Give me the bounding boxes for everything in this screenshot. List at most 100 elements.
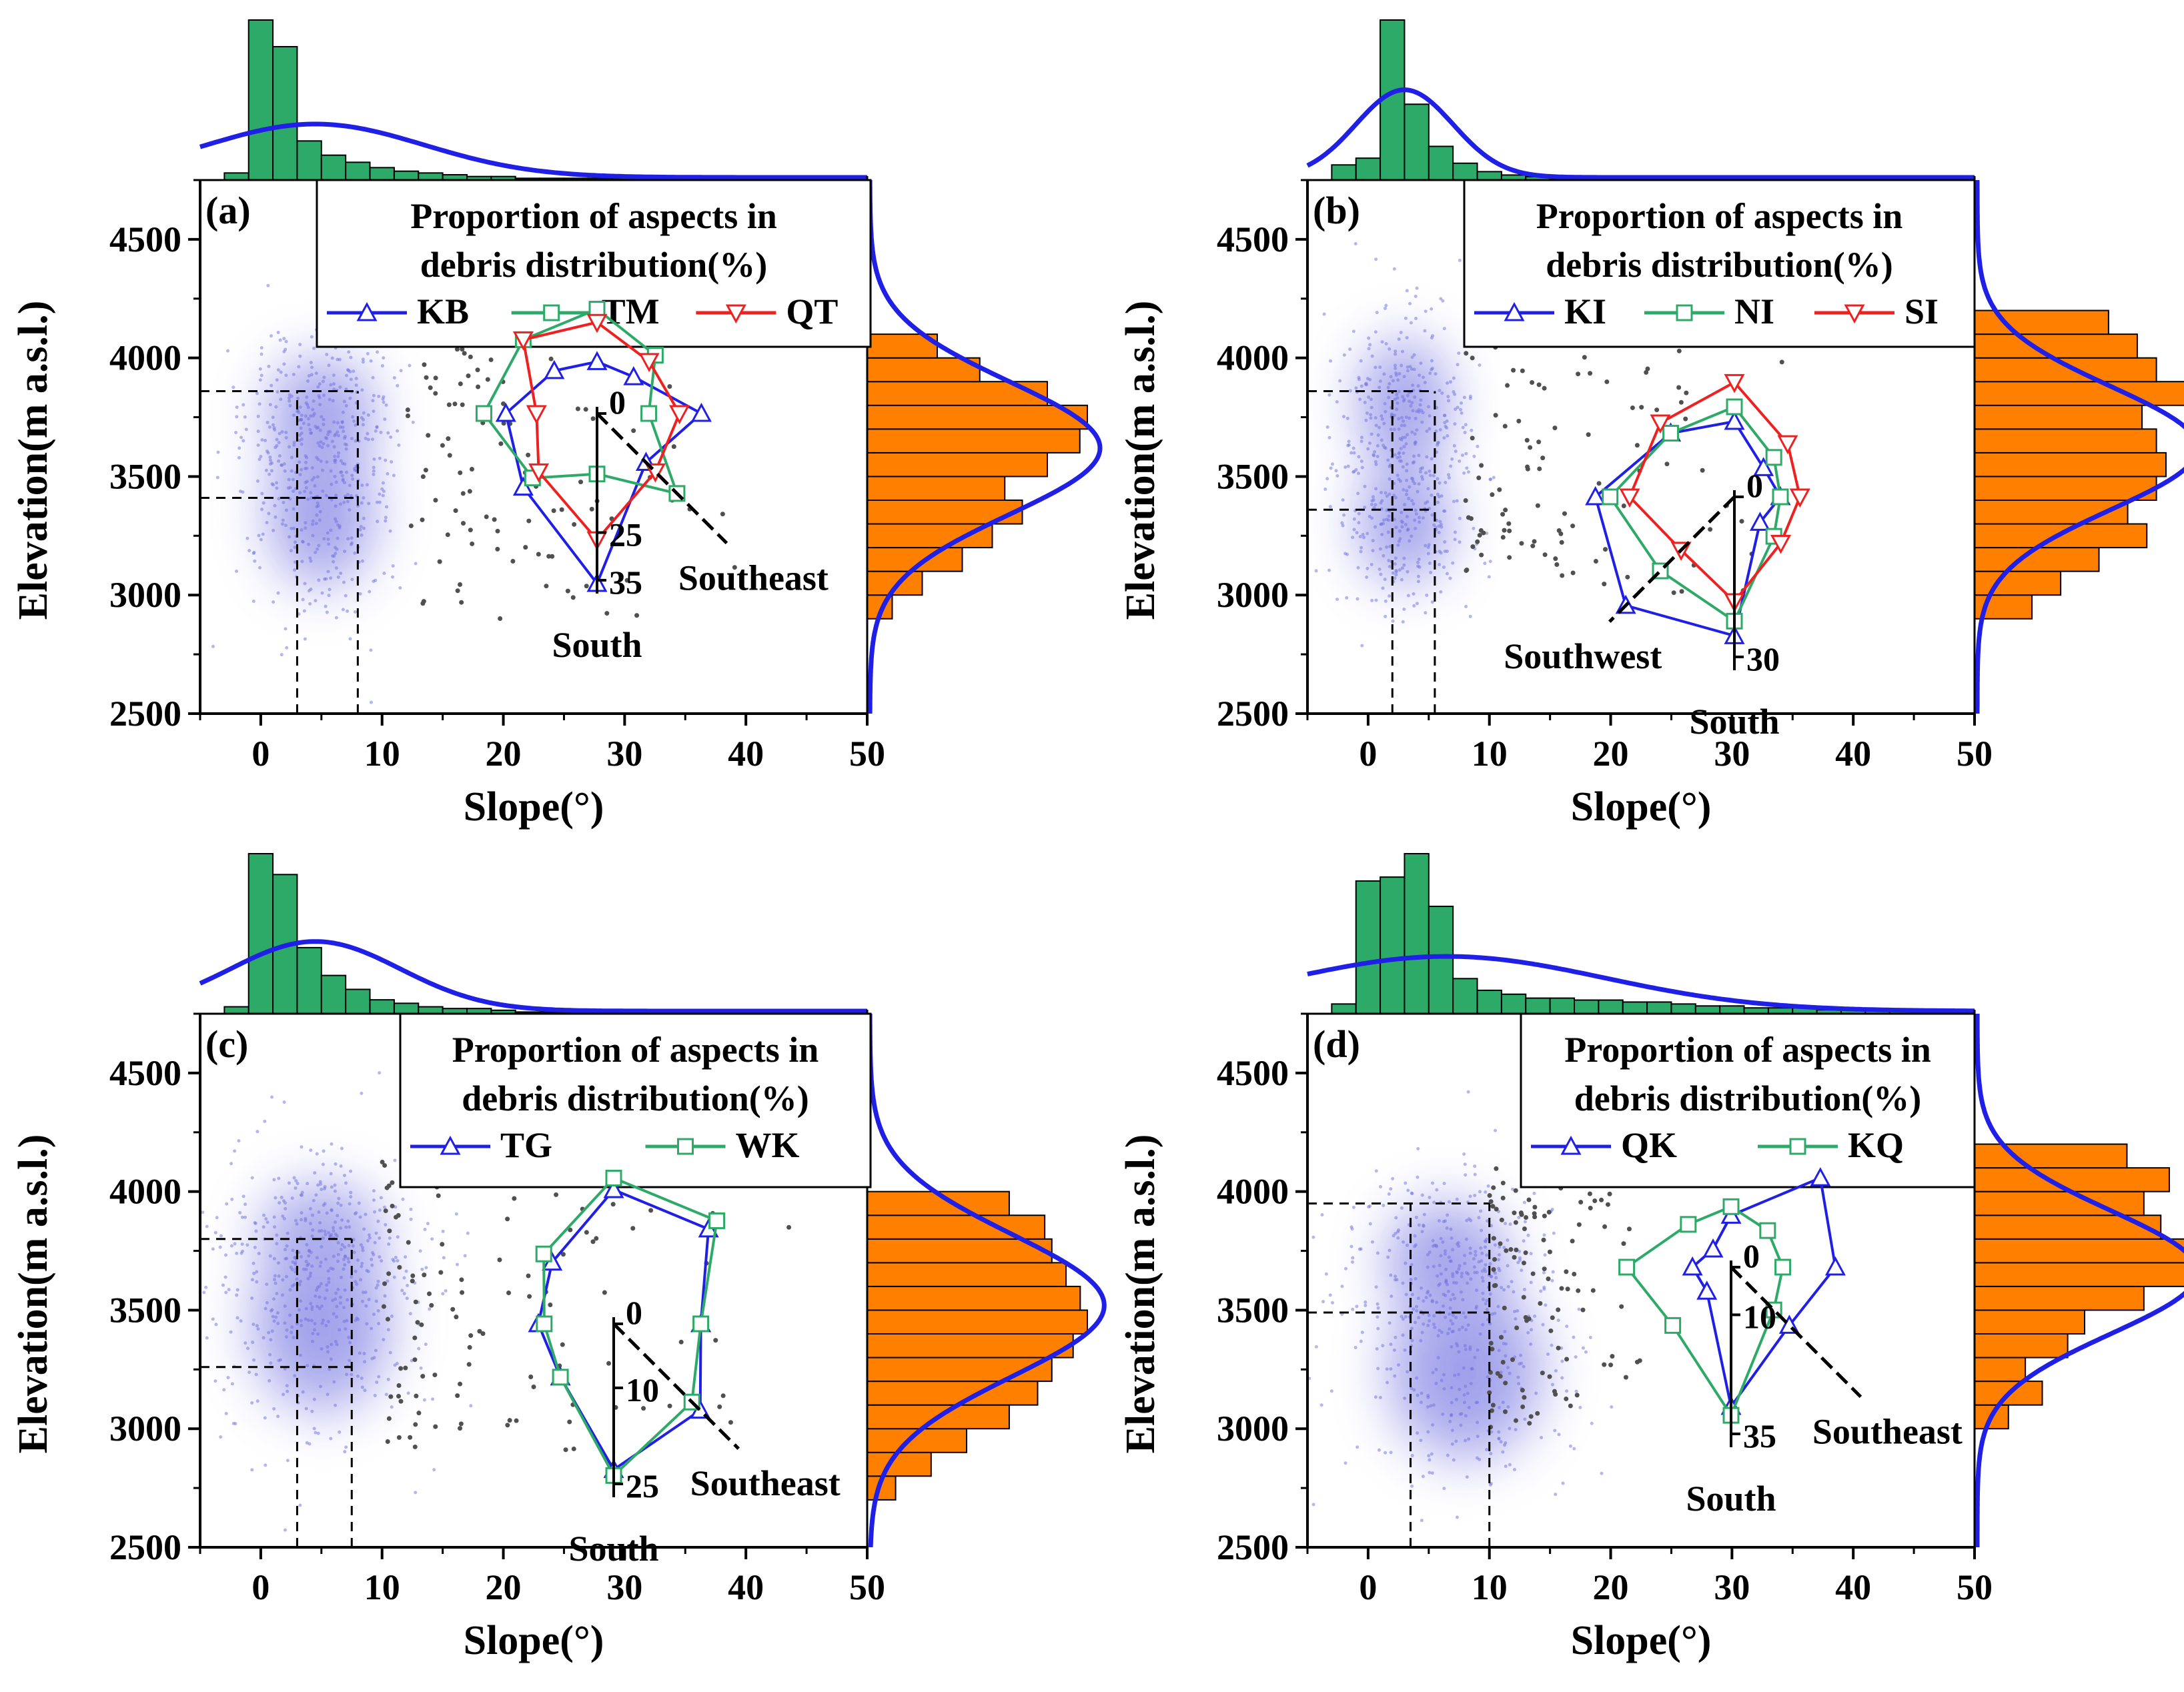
scatter-point bbox=[371, 399, 375, 403]
scatter-point bbox=[276, 330, 280, 334]
scatter-point bbox=[300, 1218, 304, 1222]
scatter-point bbox=[1328, 1293, 1332, 1297]
scatter-point bbox=[1510, 1357, 1515, 1363]
scatter-point bbox=[398, 586, 402, 590]
scatter-point bbox=[1514, 1317, 1518, 1321]
scatter-point bbox=[1341, 524, 1345, 528]
scatter-point bbox=[1493, 1311, 1497, 1315]
scatter-point bbox=[396, 1435, 402, 1440]
scatter-point bbox=[1456, 405, 1460, 409]
scatter-point bbox=[265, 1283, 269, 1287]
scatter-point bbox=[1357, 1247, 1361, 1251]
scatter-point bbox=[1370, 516, 1374, 520]
scatter-point bbox=[1403, 503, 1407, 507]
x-axis-label: Slope(°) bbox=[1571, 1618, 1712, 1663]
scatter-point bbox=[1448, 1259, 1452, 1263]
top-hist-bar bbox=[1500, 993, 1527, 1014]
scatter-point bbox=[1476, 444, 1480, 448]
scatter-point bbox=[360, 1091, 364, 1095]
scatter-point bbox=[302, 609, 306, 613]
scatter-point bbox=[1410, 1327, 1414, 1331]
scatter-point bbox=[1523, 1250, 1528, 1255]
scatter-point bbox=[204, 1285, 208, 1289]
scatter-point bbox=[1526, 1233, 1530, 1237]
scatter-point bbox=[328, 397, 332, 401]
scatter-point bbox=[1416, 1431, 1420, 1435]
scatter-point bbox=[301, 540, 305, 544]
scatter-point bbox=[226, 349, 230, 353]
radar-direction-label: Southeast bbox=[1812, 1411, 1963, 1451]
scatter-point bbox=[377, 1322, 381, 1326]
scatter-point bbox=[1444, 1219, 1448, 1223]
scatter-point bbox=[1432, 523, 1436, 527]
scatter-point bbox=[1488, 560, 1492, 564]
scatter-point bbox=[1484, 1262, 1488, 1266]
scatter-point bbox=[1528, 445, 1533, 450]
scatter-point bbox=[1401, 395, 1405, 399]
scatter-point bbox=[1447, 1255, 1451, 1259]
scatter-point bbox=[340, 474, 344, 478]
scatter-point bbox=[299, 1319, 303, 1323]
scatter-point bbox=[1518, 1249, 1522, 1253]
scatter-point bbox=[1425, 430, 1429, 434]
scatter-point bbox=[1355, 597, 1359, 601]
scatter-point bbox=[316, 501, 320, 505]
scatter-point bbox=[238, 1210, 242, 1214]
scatter-point bbox=[1530, 1271, 1536, 1277]
scatter-point bbox=[336, 421, 340, 425]
scatter-point bbox=[1356, 566, 1360, 570]
scatter-point bbox=[1408, 416, 1412, 420]
scatter-point bbox=[201, 1210, 205, 1214]
scatter-point bbox=[1437, 495, 1441, 499]
scatter-point bbox=[304, 486, 308, 490]
scatter-point bbox=[1440, 391, 1444, 395]
scatter-point bbox=[446, 436, 451, 442]
scatter-point bbox=[1445, 572, 1449, 576]
scatter-point bbox=[224, 1411, 228, 1415]
scatter-point bbox=[324, 494, 328, 498]
scatter-point bbox=[358, 528, 362, 532]
top-hist-bar bbox=[1404, 853, 1430, 1014]
scatter-point bbox=[333, 434, 337, 438]
scatter-point bbox=[1444, 424, 1448, 428]
scatter-point bbox=[334, 1291, 338, 1295]
scatter-point bbox=[1412, 367, 1416, 371]
scatter-point bbox=[370, 1263, 374, 1267]
scatter-point bbox=[1561, 1481, 1565, 1485]
scatter-point bbox=[1363, 484, 1367, 488]
scatter-point bbox=[1654, 407, 1660, 413]
scatter-point bbox=[1525, 464, 1530, 470]
scatter-point bbox=[1542, 1213, 1547, 1218]
scatter-point bbox=[1527, 1421, 1532, 1426]
scatter-point bbox=[1359, 436, 1363, 440]
scatter-point bbox=[240, 1242, 244, 1246]
scatter-point bbox=[1370, 562, 1374, 566]
scatter-point bbox=[311, 407, 315, 411]
scatter-point bbox=[300, 560, 304, 564]
x-tick-label: 10 bbox=[1472, 734, 1508, 774]
scatter-point bbox=[1417, 454, 1421, 458]
scatter-point bbox=[1418, 403, 1422, 407]
scatter-point bbox=[1438, 1263, 1442, 1267]
scatter-point bbox=[454, 1315, 459, 1320]
scatter-point bbox=[344, 470, 348, 474]
scatter-point bbox=[351, 477, 355, 481]
scatter-point bbox=[317, 544, 321, 548]
scatter-point bbox=[1536, 440, 1542, 445]
scatter-point bbox=[300, 438, 304, 442]
scatter-point bbox=[1522, 1239, 1526, 1243]
scatter-point bbox=[250, 1278, 254, 1282]
scatter-point bbox=[383, 1294, 387, 1298]
scatter-point bbox=[263, 439, 267, 443]
right-hist-bar bbox=[1974, 428, 2157, 454]
scatter-point bbox=[392, 1275, 396, 1279]
scatter-point bbox=[274, 1196, 278, 1200]
scatter-point bbox=[1446, 1289, 1450, 1293]
scatter-point bbox=[1485, 1299, 1489, 1303]
scatter-point bbox=[312, 414, 316, 418]
scatter-point bbox=[1522, 1365, 1526, 1369]
scatter-point bbox=[1409, 404, 1413, 408]
scatter-point bbox=[1422, 1223, 1426, 1227]
scatter-point bbox=[362, 516, 366, 520]
guide-lines bbox=[1307, 389, 1436, 714]
